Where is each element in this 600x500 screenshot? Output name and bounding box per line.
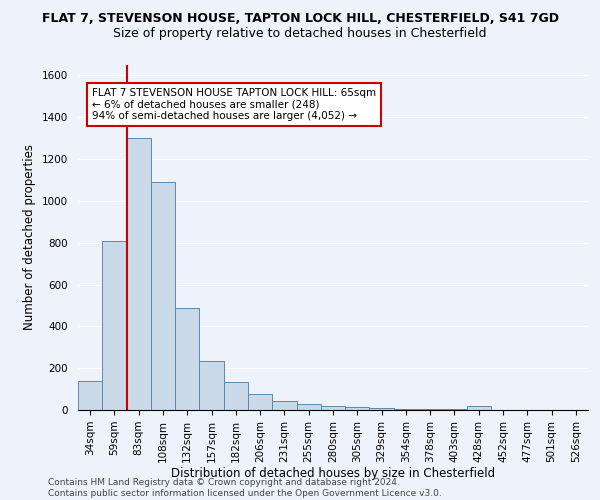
Bar	[394, 409, 418, 410]
Bar	[442, 409, 467, 410]
Bar	[175, 308, 199, 410]
Bar	[467, 406, 491, 410]
Text: FLAT 7, STEVENSON HOUSE, TAPTON LOCK HILL, CHESTERFIELD, S41 7GD: FLAT 7, STEVENSON HOUSE, TAPTON LOCK HIL…	[41, 12, 559, 26]
Bar	[151, 182, 175, 410]
Text: Contains HM Land Registry data © Crown copyright and database right 2024.
Contai: Contains HM Land Registry data © Crown c…	[48, 478, 442, 498]
Bar	[78, 380, 102, 410]
Bar	[321, 406, 345, 410]
Text: FLAT 7 STEVENSON HOUSE TAPTON LOCK HILL: 65sqm
← 6% of detached houses are small: FLAT 7 STEVENSON HOUSE TAPTON LOCK HILL:…	[92, 88, 376, 121]
Bar	[127, 138, 151, 410]
Bar	[102, 240, 127, 410]
Bar	[296, 404, 321, 410]
Bar	[345, 407, 370, 410]
Bar	[248, 394, 272, 410]
Bar	[272, 400, 296, 410]
Bar	[224, 382, 248, 410]
Bar	[199, 361, 224, 410]
Bar	[370, 408, 394, 410]
Y-axis label: Number of detached properties: Number of detached properties	[23, 144, 37, 330]
Bar	[418, 409, 442, 410]
X-axis label: Distribution of detached houses by size in Chesterfield: Distribution of detached houses by size …	[171, 468, 495, 480]
Text: Size of property relative to detached houses in Chesterfield: Size of property relative to detached ho…	[113, 28, 487, 40]
